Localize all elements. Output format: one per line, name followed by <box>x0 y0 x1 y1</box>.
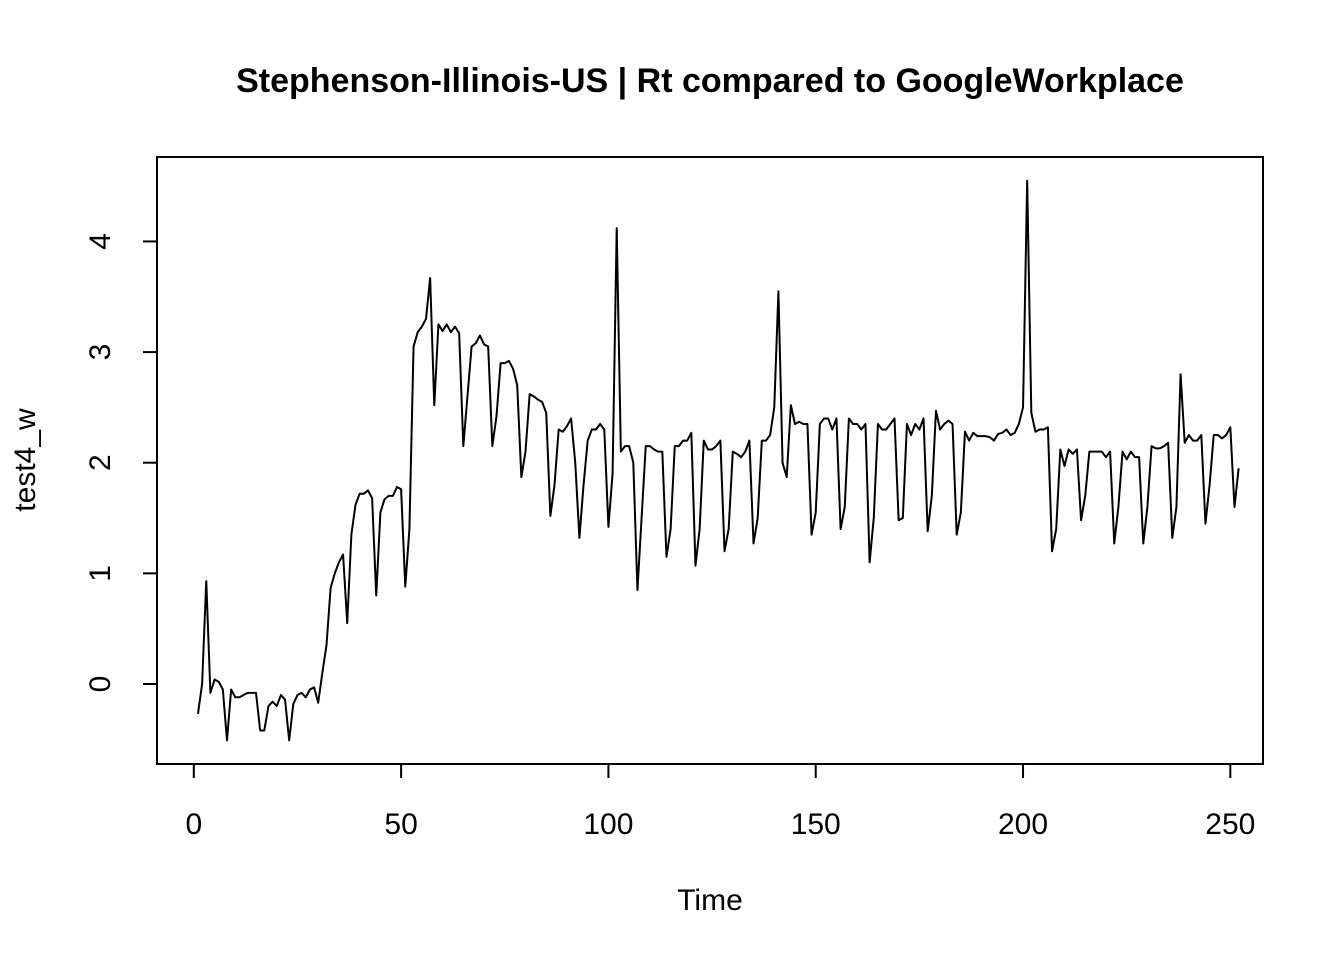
y-tick-label: 3 <box>84 344 117 361</box>
x-tick-label: 250 <box>1205 808 1255 841</box>
y-axis: 0 1 2 3 4 <box>84 233 158 693</box>
x-axis-label: Time <box>677 884 743 917</box>
y-tick-label: 1 <box>84 565 117 582</box>
x-tick-label: 0 <box>185 808 202 841</box>
y-tick-label: 0 <box>84 676 117 693</box>
series-line <box>196 179 1240 742</box>
x-tick-label: 100 <box>583 808 633 841</box>
chart-title: Stephenson-Illinois-US | Rt compared to … <box>236 62 1184 100</box>
y-tick-label: 2 <box>84 454 117 471</box>
y-axis-label: test4_w <box>9 408 42 512</box>
x-tick-label: 200 <box>998 808 1048 841</box>
y-tick-label: 4 <box>84 233 117 250</box>
x-tick-label: 150 <box>791 808 841 841</box>
x-tick-label: 50 <box>384 808 417 841</box>
x-axis: 0 50 100 150 200 250 <box>185 763 1255 841</box>
